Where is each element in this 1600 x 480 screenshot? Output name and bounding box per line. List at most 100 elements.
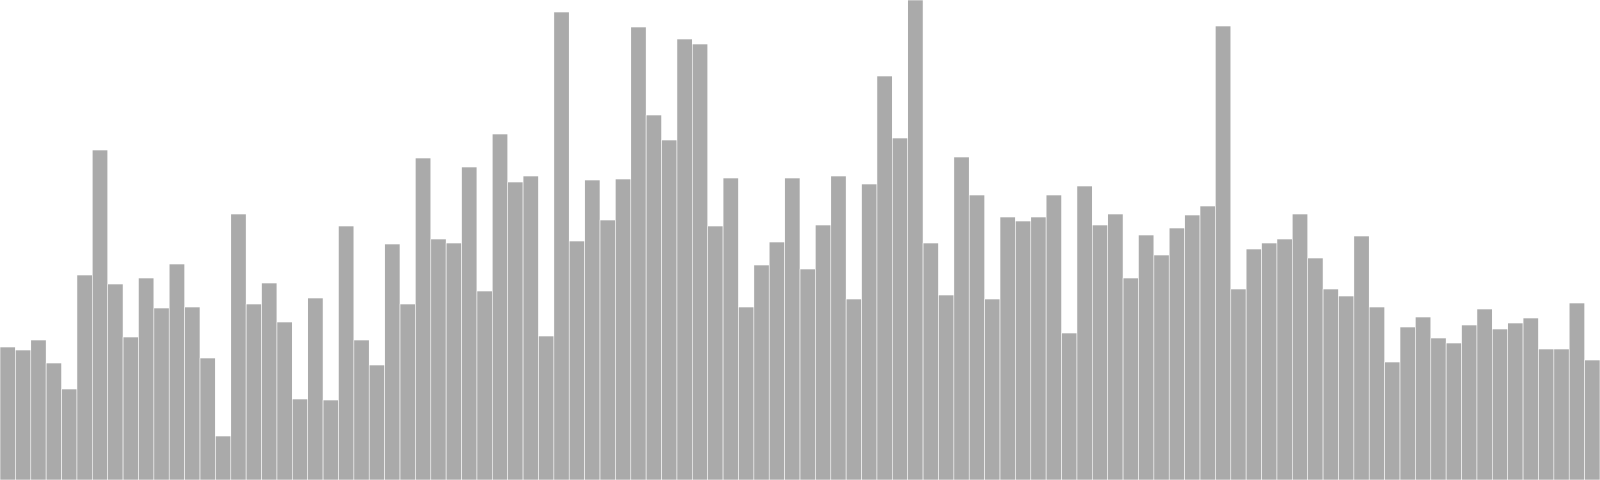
bar [938, 294, 955, 480]
bar [245, 303, 262, 480]
bar [92, 149, 108, 480]
bar [876, 75, 893, 480]
bar [692, 43, 708, 480]
bar [1276, 238, 1293, 480]
bar [861, 183, 878, 480]
bar [492, 133, 508, 480]
bar [384, 243, 401, 480]
bar [768, 241, 785, 480]
bar [30, 339, 47, 480]
bar [45, 362, 62, 480]
bar [1122, 277, 1139, 480]
bar [184, 306, 201, 480]
bar [1584, 359, 1600, 480]
bar [1184, 214, 1201, 480]
bar [830, 175, 847, 480]
bar [1338, 295, 1355, 480]
bar [630, 26, 647, 480]
bar [707, 225, 724, 480]
bar [1015, 220, 1032, 480]
bar [1507, 322, 1524, 480]
bar [968, 194, 985, 480]
bar [430, 238, 447, 480]
bar [1199, 205, 1216, 480]
bar [999, 216, 1016, 480]
bar [522, 175, 539, 480]
bar [230, 213, 247, 480]
bar [1245, 248, 1262, 480]
bar [1553, 348, 1570, 480]
bar [845, 298, 862, 480]
bar [168, 263, 185, 480]
bar [676, 38, 693, 480]
bar [368, 364, 385, 480]
bar [599, 219, 616, 480]
bar [122, 336, 139, 480]
bar [1461, 324, 1478, 480]
bar [922, 242, 939, 480]
bar [1168, 227, 1185, 480]
bar [753, 264, 770, 480]
bar [1092, 224, 1108, 480]
bar [292, 398, 308, 480]
bar [1430, 337, 1447, 480]
bar [15, 349, 32, 480]
bar [1522, 317, 1539, 480]
bar [338, 225, 355, 480]
bar [1399, 326, 1416, 480]
bar [1353, 235, 1370, 480]
bar [399, 303, 416, 480]
bar [215, 435, 232, 480]
bar [1538, 348, 1555, 480]
bar [1030, 216, 1047, 480]
bar [799, 268, 816, 480]
bar [507, 181, 524, 480]
bar [1415, 316, 1432, 480]
bar [1107, 213, 1124, 480]
bar [476, 290, 493, 480]
bar [1307, 257, 1324, 480]
bar [1076, 185, 1093, 480]
bar [1045, 194, 1062, 480]
bar [415, 157, 432, 480]
bar [538, 335, 555, 480]
bar [1138, 234, 1155, 480]
bar [353, 339, 370, 480]
bar [892, 137, 908, 480]
bar [645, 114, 662, 480]
bar [907, 0, 924, 480]
bar [568, 240, 585, 480]
bar [1215, 25, 1232, 480]
bar [1061, 332, 1078, 480]
bar [984, 298, 1001, 480]
bar [307, 297, 324, 480]
bar [1384, 361, 1401, 480]
bar [61, 388, 78, 480]
bar [1368, 306, 1385, 480]
bar [76, 274, 93, 480]
bar [615, 178, 632, 480]
bar [815, 224, 832, 480]
bar [138, 277, 155, 480]
bar [1445, 342, 1462, 480]
bar [738, 306, 755, 480]
bar [0, 346, 16, 480]
bar [1230, 288, 1247, 480]
bar [1153, 254, 1170, 480]
bar [661, 139, 678, 480]
bar [1476, 308, 1493, 480]
bar [445, 242, 462, 480]
bar [584, 179, 601, 480]
bar [107, 283, 124, 480]
bar [461, 166, 478, 480]
bar [276, 321, 293, 480]
bar [322, 399, 339, 480]
bar [1322, 288, 1339, 480]
bar [261, 282, 278, 480]
bar [1568, 302, 1585, 480]
bar [553, 11, 570, 480]
bar [784, 177, 801, 480]
bar [722, 177, 739, 480]
